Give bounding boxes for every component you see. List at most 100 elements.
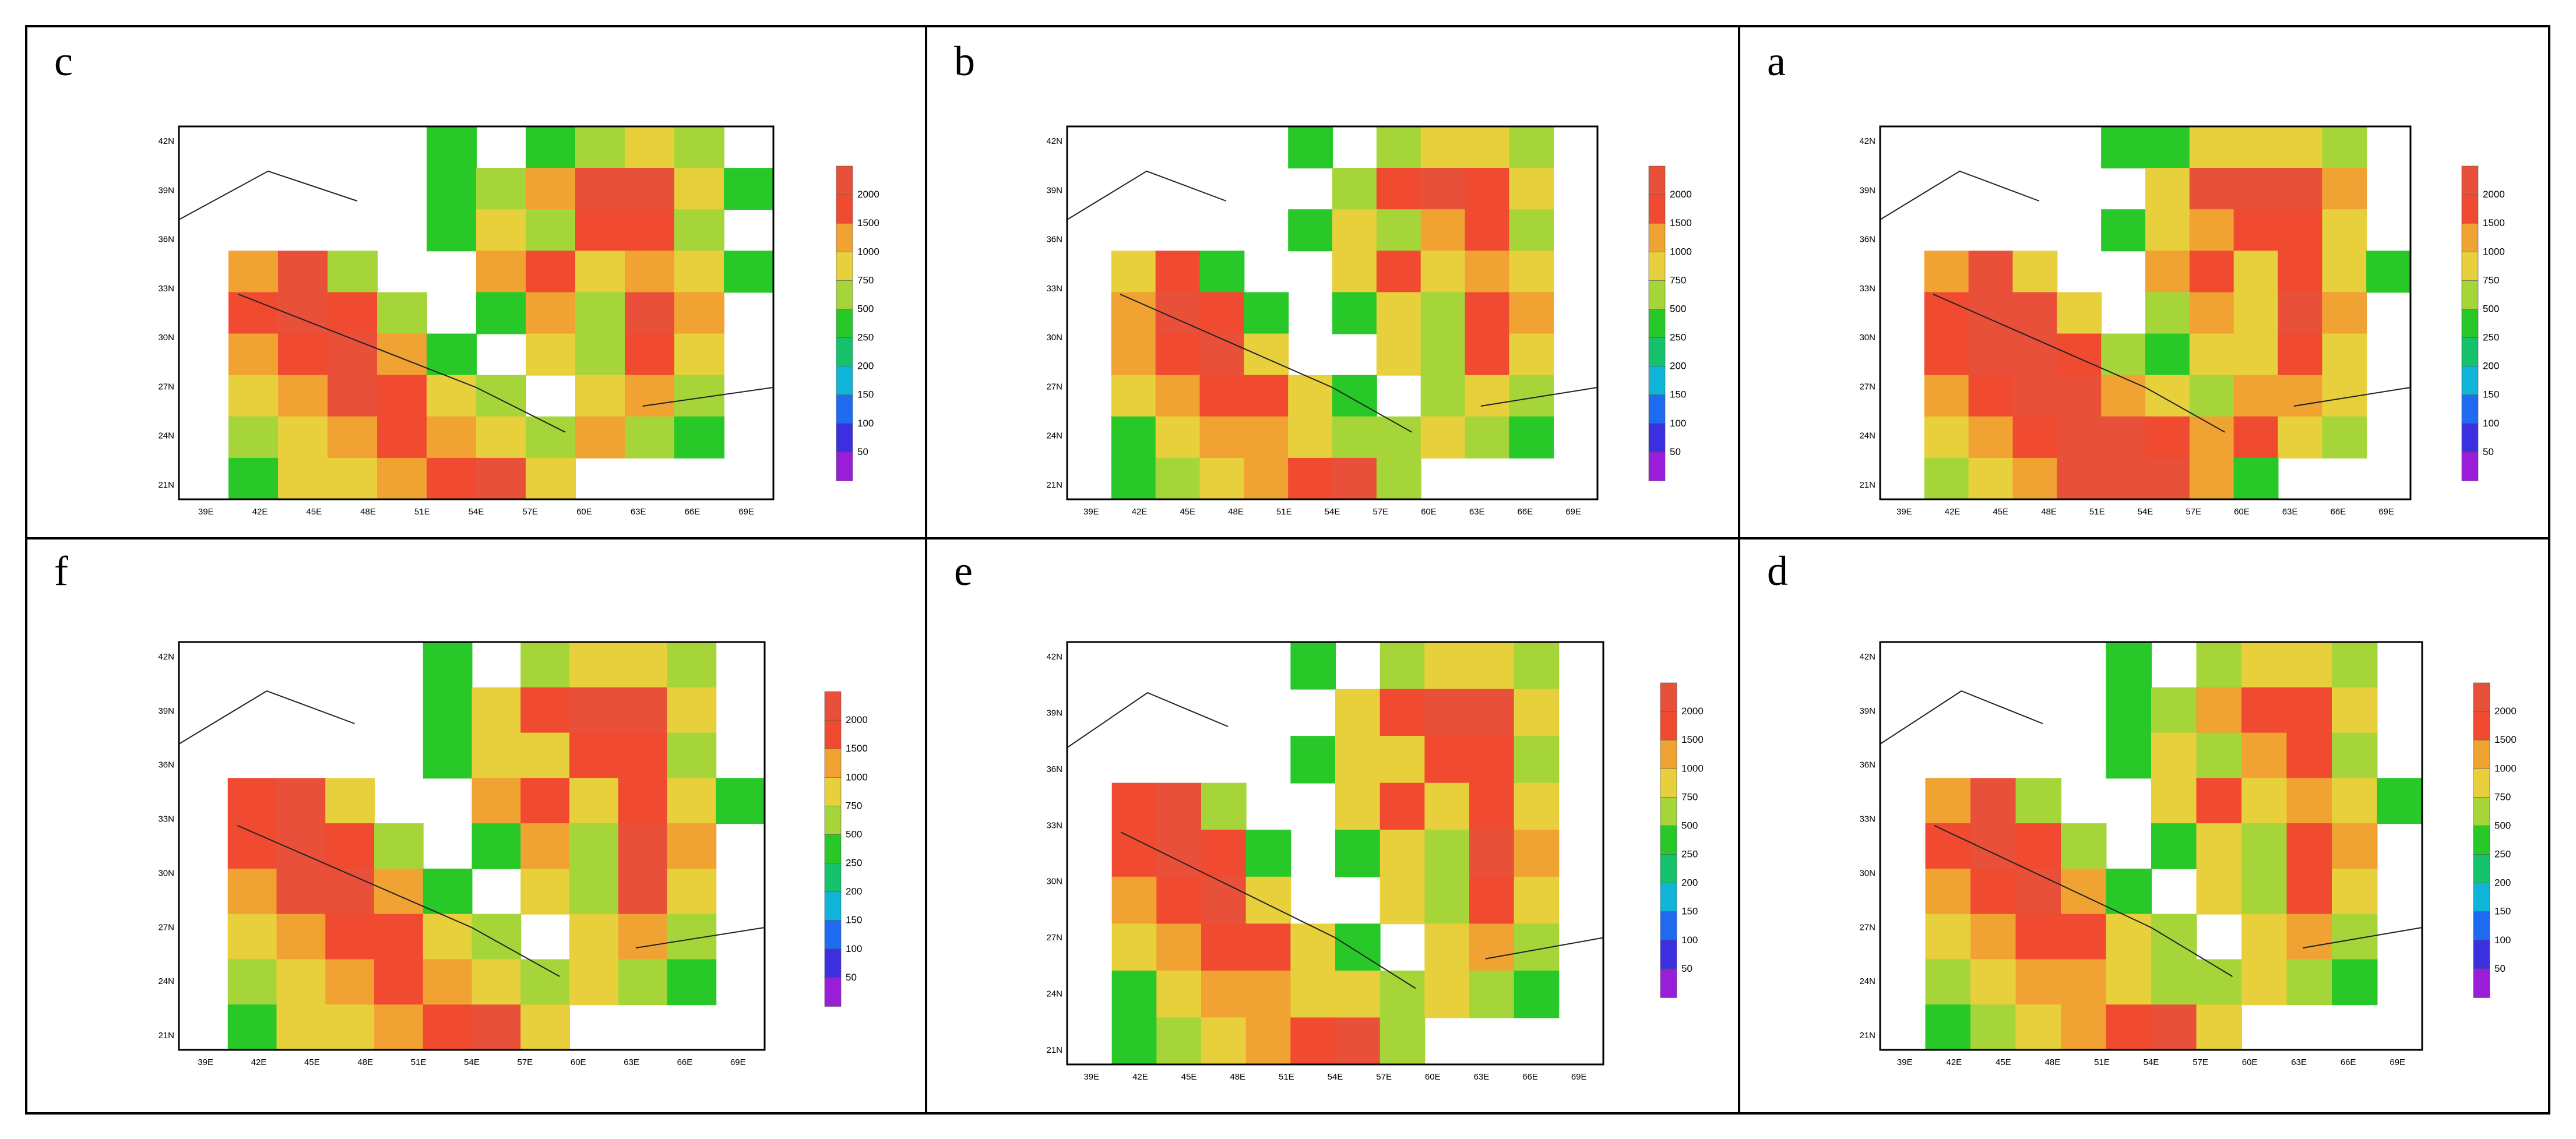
lon-tick-label: 48E bbox=[2041, 507, 2057, 517]
heatmap-cell bbox=[2145, 292, 2190, 334]
lat-tick-label: 42N bbox=[158, 136, 174, 146]
heatmap-cell bbox=[427, 168, 477, 210]
heatmap-cell bbox=[2145, 251, 2190, 293]
heatmap-cell bbox=[2145, 209, 2190, 252]
colorbar-swatch bbox=[1660, 940, 1677, 969]
lon-tick-label: 45E bbox=[304, 1057, 320, 1067]
colorbar-swatch bbox=[1648, 366, 1666, 396]
colorbar-swatch bbox=[1648, 337, 1666, 367]
lat-tick-label: 36N bbox=[1046, 764, 1062, 774]
lat-tick-label: 27N bbox=[158, 922, 174, 932]
heatmap-cell bbox=[423, 687, 473, 734]
heatmap-cell bbox=[1970, 959, 2017, 1006]
heatmap-cell bbox=[2233, 375, 2279, 417]
colorbar-label: 2000 bbox=[2494, 706, 2517, 717]
heatmap-cell bbox=[2196, 687, 2242, 734]
heatmap-cell bbox=[1244, 416, 1289, 459]
heatmap-cell bbox=[2189, 168, 2234, 210]
heatmap-cell bbox=[328, 333, 378, 376]
colorbar-label: 750 bbox=[2494, 791, 2511, 802]
heatmap-cell bbox=[2196, 642, 2242, 688]
lon-tick-label: 45E bbox=[1180, 507, 1195, 517]
heatmap-cell bbox=[2151, 732, 2197, 779]
heatmap-cell bbox=[2278, 375, 2323, 417]
heatmap-cell bbox=[1509, 292, 1554, 334]
colorbar-label: 2000 bbox=[1681, 706, 1704, 717]
colorbar-label: 750 bbox=[1681, 791, 1698, 802]
heatmap-cell bbox=[374, 959, 424, 1006]
lon-tick-label: 60E bbox=[1425, 1072, 1441, 1082]
colorbar-label: 200 bbox=[2494, 877, 2511, 888]
lat-tick-label: 33N bbox=[1046, 284, 1062, 294]
colorbar-swatch bbox=[824, 777, 842, 807]
heatmap-cell bbox=[1924, 375, 1969, 417]
lon-tick-label: 63E bbox=[2291, 1057, 2307, 1067]
colorbar-label: 250 bbox=[1670, 332, 1686, 343]
heatmap-cell bbox=[1288, 209, 1333, 252]
heatmap-cell bbox=[569, 868, 619, 915]
colorbar-label: 150 bbox=[1681, 906, 1698, 917]
colorbar-swatch bbox=[824, 748, 842, 778]
colorbar-label: 250 bbox=[857, 332, 874, 343]
heatmap-cell bbox=[569, 687, 619, 734]
colorbar-swatch bbox=[2461, 423, 2479, 453]
heatmap-cell bbox=[2106, 732, 2152, 779]
heatmap-cell bbox=[520, 778, 570, 824]
heatmap-cell bbox=[1424, 830, 1470, 877]
lat-tick-label: 36N bbox=[1859, 235, 1875, 245]
colorbar-label: 150 bbox=[846, 915, 862, 926]
heatmap-cell bbox=[1155, 251, 1201, 293]
lat-tick-label: 33N bbox=[1046, 820, 1062, 830]
heatmap-cell bbox=[2015, 778, 2061, 824]
panel-label: d bbox=[1767, 548, 1788, 594]
heatmap-cell bbox=[1465, 209, 1510, 252]
heatmap-cell bbox=[2322, 251, 2367, 293]
heatmap-cell bbox=[1290, 923, 1336, 971]
figure-grid bbox=[25, 25, 2550, 1115]
colorbar-swatch bbox=[824, 806, 842, 835]
colorbar-swatch bbox=[2473, 739, 2490, 770]
heatmap-cell bbox=[1925, 823, 1971, 869]
heatmap-cell bbox=[325, 1004, 375, 1050]
heatmap-cell bbox=[2101, 457, 2146, 500]
colorbar-label: 1500 bbox=[2494, 734, 2517, 745]
heatmap-cell bbox=[2332, 823, 2378, 869]
heatmap-cell bbox=[471, 687, 522, 734]
heatmap-cell bbox=[1332, 292, 1377, 334]
heatmap-cell bbox=[1201, 830, 1247, 877]
heatmap-cell bbox=[1380, 689, 1426, 737]
panel-label: b bbox=[954, 38, 975, 84]
lon-tick-label: 51E bbox=[1276, 507, 1292, 517]
heatmap-cell bbox=[1420, 292, 1466, 334]
heatmap-cell bbox=[2196, 778, 2242, 824]
lon-tick-label: 63E bbox=[1474, 1072, 1490, 1082]
heatmap-cell bbox=[674, 168, 724, 210]
heatmap-cell bbox=[1465, 375, 1510, 417]
heatmap-cell bbox=[1201, 923, 1247, 971]
colorbar-label: 200 bbox=[846, 886, 862, 897]
heatmap-cell bbox=[1245, 830, 1291, 877]
colorbar-label: 100 bbox=[1670, 418, 1686, 429]
heatmap-cell bbox=[2057, 416, 2102, 459]
heatmap-cell bbox=[1111, 457, 1156, 500]
lon-tick-label: 69E bbox=[2390, 1057, 2405, 1067]
heatmap-cell bbox=[2241, 778, 2288, 824]
coastline bbox=[1067, 170, 1598, 433]
heatmap-cell bbox=[2322, 126, 2367, 169]
colorbar-swatch bbox=[1648, 223, 1666, 253]
colorbar-swatch bbox=[2461, 452, 2479, 481]
heatmap-cell bbox=[2278, 168, 2323, 210]
heatmap-cell bbox=[2189, 333, 2234, 376]
heatmap-cell bbox=[2015, 914, 2061, 960]
heatmap-cell bbox=[1925, 778, 1971, 824]
lon-tick-label: 57E bbox=[1376, 1072, 1392, 1082]
heatmap-cell bbox=[520, 823, 570, 869]
heatmap-cell bbox=[2322, 292, 2367, 334]
lat-tick-label: 42N bbox=[1859, 136, 1875, 146]
lat-tick-label: 42N bbox=[1046, 136, 1062, 146]
heatmap-cell bbox=[1420, 251, 1466, 293]
heatmap-cell bbox=[2106, 642, 2152, 688]
colorbar-swatch bbox=[824, 891, 842, 921]
heatmap-cell bbox=[2151, 687, 2197, 734]
heatmap-cell bbox=[1968, 251, 2014, 293]
